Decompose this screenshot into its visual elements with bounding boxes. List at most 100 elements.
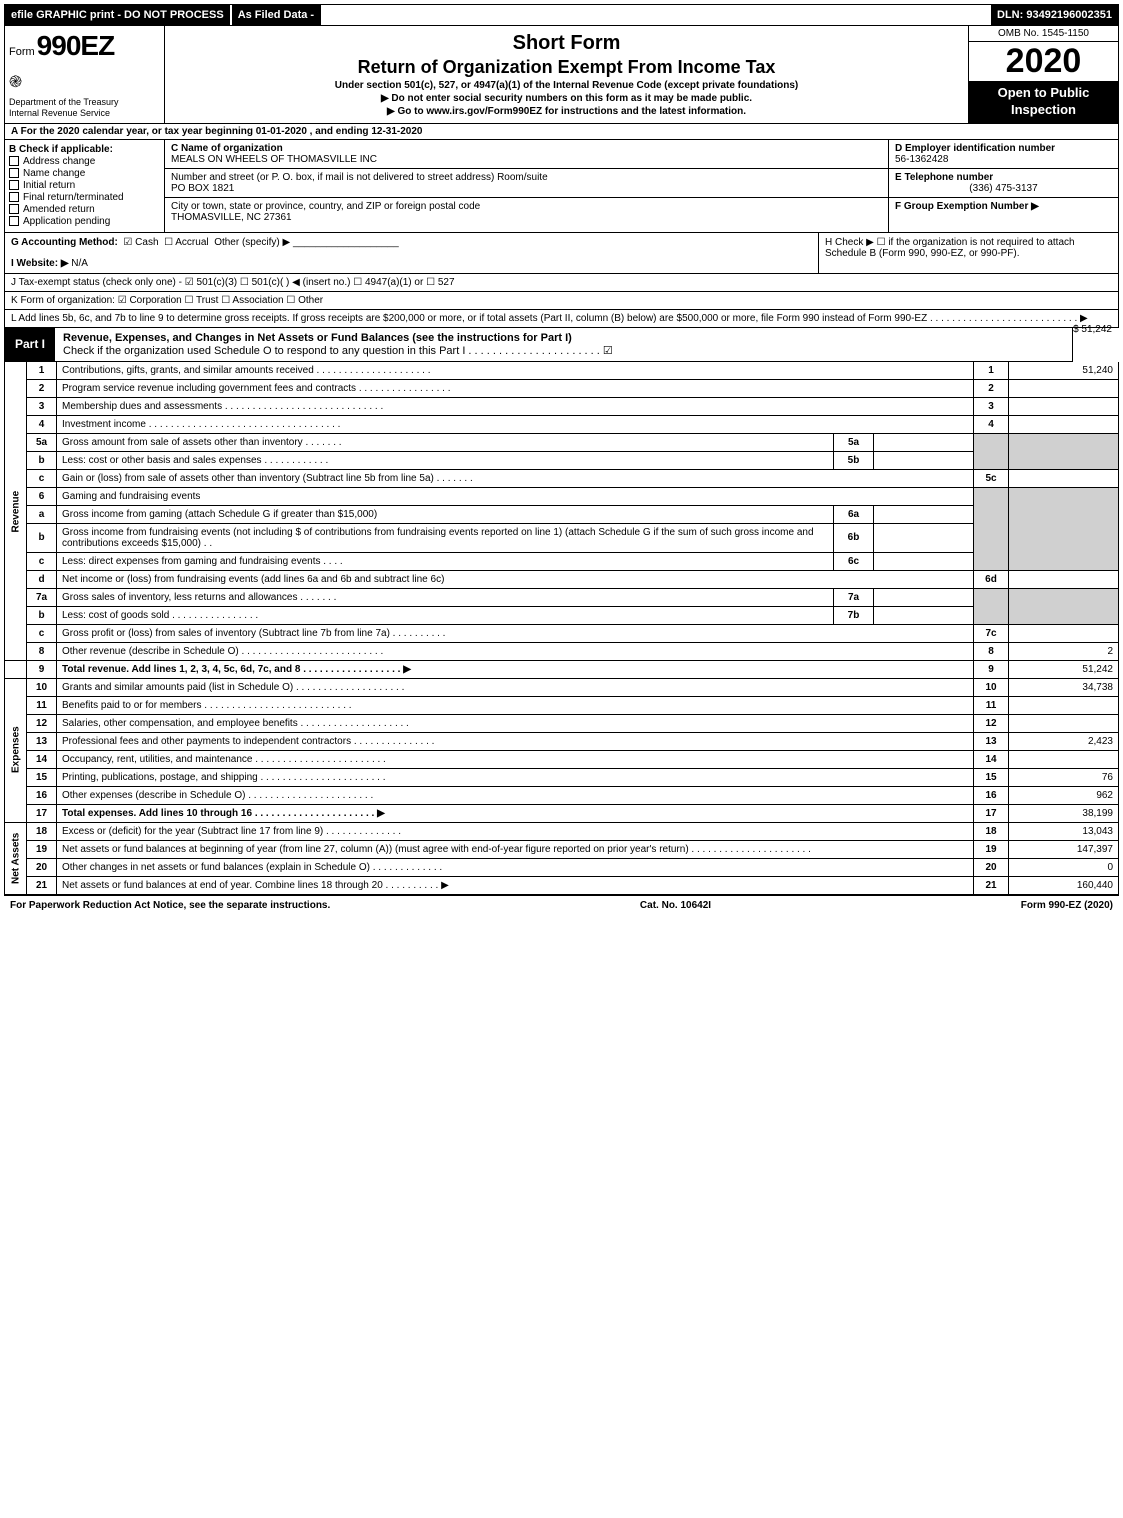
short-form-title: Short Form [173, 32, 960, 55]
dept-treasury: Department of the Treasury Internal Reve… [9, 97, 160, 119]
header-right: OMB No. 1545-1150 2020 Open to Public In… [968, 26, 1118, 123]
open-public-badge: Open to Public Inspection [969, 81, 1118, 123]
checkbox-icon[interactable] [9, 204, 19, 214]
ein-label: D Employer identification number [895, 143, 1112, 154]
exempt-title: Return of Organization Exempt From Incom… [173, 57, 960, 78]
topbar: efile GRAPHIC print - DO NOT PROCESS As … [4, 4, 1119, 26]
form-header: Form 990EZ ֎ Department of the Treasury … [4, 26, 1119, 124]
group-exemption-row: F Group Exemption Number ▶ [889, 198, 1118, 215]
tel-row: E Telephone number (336) 475-3137 [889, 169, 1118, 198]
side-netassets: Net Assets [5, 822, 27, 894]
row-g-h: G Accounting Method: ☑ Cash ☐ Accrual Ot… [4, 233, 1119, 274]
checkbox-icon[interactable] [9, 168, 19, 178]
line-h: H Check ▶ ☐ if the organization is not r… [818, 233, 1118, 273]
chk-amended-return[interactable]: Amended return [9, 204, 160, 215]
org-name-row: C Name of organization MEALS ON WHEELS O… [165, 140, 888, 169]
topbar-blank [320, 5, 991, 25]
row-14: 14Occupancy, rent, utilities, and mainte… [5, 750, 1119, 768]
row-8: 8Other revenue (describe in Schedule O) … [5, 642, 1119, 660]
part1-check: Check if the organization used Schedule … [63, 345, 613, 357]
g-accrual: Accrual [175, 237, 208, 248]
org-addr-row: Number and street (or P. O. box, if mail… [165, 169, 888, 198]
goto-link[interactable]: ▶ Go to www.irs.gov/Form990EZ for instru… [173, 106, 960, 117]
row-6d: dNet income or (loss) from fundraising e… [5, 570, 1119, 588]
row-6b: bGross income from fundraising events (n… [5, 523, 1119, 552]
dln-label: DLN: 93492196002351 [991, 5, 1118, 25]
chk-final-return[interactable]: Final return/terminated [9, 192, 160, 203]
row-6: 6Gaming and fundraising events [5, 487, 1119, 505]
line-a: A For the 2020 calendar year, or tax yea… [4, 124, 1119, 140]
section-d-e-f: D Employer identification number 56-1362… [888, 140, 1118, 232]
omb-number: OMB No. 1545-1150 [969, 26, 1118, 42]
row-5b: bLess: cost or other basis and sales exp… [5, 451, 1119, 469]
chk-application-pending[interactable]: Application pending [9, 216, 160, 227]
row-3: 3Membership dues and assessments . . . .… [5, 397, 1119, 415]
line-l: L Add lines 5b, 6c, and 7b to line 9 to … [4, 310, 1119, 328]
org-city-row: City or town, state or province, country… [165, 198, 888, 226]
row-4: 4Investment income . . . . . . . . . . .… [5, 415, 1119, 433]
as-filed-label: As Filed Data - [230, 5, 320, 25]
part1-title: Revenue, Expenses, and Changes in Net As… [55, 328, 1072, 361]
line-l-amount: $ 51,242 [1073, 324, 1112, 335]
section-c: C Name of organization MEALS ON WHEELS O… [165, 140, 888, 232]
ssn-notice: ▶ Do not enter social security numbers o… [173, 93, 960, 104]
form-number: Form 990EZ [9, 30, 160, 62]
footer-left: For Paperwork Reduction Act Notice, see … [10, 900, 330, 911]
footer-mid: Cat. No. 10642I [640, 900, 711, 911]
org-city-value: THOMASVILLE, NC 27361 [171, 212, 882, 223]
tel-value: (336) 475-3137 [895, 183, 1112, 194]
row-15: 15Printing, publications, postage, and s… [5, 768, 1119, 786]
treasury-seal-icon: ֎ [9, 70, 29, 90]
section-b-label: B Check if applicable: [9, 144, 160, 155]
i-label: I Website: ▶ [11, 258, 69, 269]
chk-initial-return[interactable]: Initial return [9, 180, 160, 191]
part1-tag: Part I [5, 333, 55, 355]
chk-address-change[interactable]: Address change [9, 156, 160, 167]
block-b-c-d: B Check if applicable: Address change Na… [4, 140, 1119, 233]
row-18: Net Assets18Excess or (deficit) for the … [5, 822, 1119, 840]
line-g: G Accounting Method: ☑ Cash ☐ Accrual Ot… [5, 233, 818, 273]
checkbox-icon[interactable] [9, 156, 19, 166]
org-city-label: City or town, state or province, country… [171, 201, 882, 212]
line-l-text: L Add lines 5b, 6c, and 7b to line 9 to … [11, 313, 1088, 324]
row-21: 21Net assets or fund balances at end of … [5, 876, 1119, 894]
form-990ez: 990EZ [37, 30, 115, 62]
page-footer: For Paperwork Reduction Act Notice, see … [4, 895, 1119, 915]
row-7c: cGross profit or (loss) from sales of in… [5, 624, 1119, 642]
row-5c: cGain or (loss) from sale of assets othe… [5, 469, 1119, 487]
checkbox-icon[interactable] [9, 180, 19, 190]
row-6a: aGross income from gaming (attach Schedu… [5, 505, 1119, 523]
group-exemption-label: F Group Exemption Number ▶ [895, 201, 1112, 212]
row-2: 2Program service revenue including gover… [5, 379, 1119, 397]
side-revenue: Revenue [5, 362, 27, 661]
org-name-value: MEALS ON WHEELS OF THOMASVILLE INC [171, 154, 882, 165]
dept-line2: Internal Revenue Service [9, 108, 160, 119]
under-section: Under section 501(c), 527, or 4947(a)(1)… [173, 80, 960, 91]
g-cash: Cash [135, 237, 158, 248]
row-13: 13Professional fees and other payments t… [5, 732, 1119, 750]
row-9: 9Total revenue. Add lines 1, 2, 3, 4, 5c… [5, 660, 1119, 678]
ein-value: 56-1362428 [895, 154, 1112, 165]
form-page: efile GRAPHIC print - DO NOT PROCESS As … [0, 0, 1123, 919]
row-19: 19Net assets or fund balances at beginni… [5, 840, 1119, 858]
checkbox-icon[interactable] [9, 192, 19, 202]
row-11: 11Benefits paid to or for members . . . … [5, 696, 1119, 714]
org-name-label: C Name of organization [171, 143, 882, 154]
part1-title-text: Revenue, Expenses, and Changes in Net As… [63, 332, 572, 344]
org-addr-label: Number and street (or P. O. box, if mail… [171, 172, 882, 183]
section-b: B Check if applicable: Address change Na… [5, 140, 165, 232]
line-j: J Tax-exempt status (check only one) - ☑… [4, 274, 1119, 292]
checkbox-icon[interactable] [9, 216, 19, 226]
row-17: 17Total expenses. Add lines 10 through 1… [5, 804, 1119, 822]
tel-label: E Telephone number [895, 172, 1112, 183]
row-1: Revenue 1 Contributions, gifts, grants, … [5, 362, 1119, 380]
tax-year: 2020 [969, 42, 1118, 81]
row-10: Expenses10Grants and similar amounts pai… [5, 678, 1119, 696]
header-mid: Short Form Return of Organization Exempt… [165, 26, 968, 123]
g-label: G Accounting Method: [11, 237, 118, 248]
side-expenses: Expenses [5, 678, 27, 822]
chk-name-change[interactable]: Name change [9, 168, 160, 179]
row-5a: 5aGross amount from sale of assets other… [5, 433, 1119, 451]
form-word: Form [9, 46, 35, 58]
dept-line1: Department of the Treasury [9, 97, 160, 108]
